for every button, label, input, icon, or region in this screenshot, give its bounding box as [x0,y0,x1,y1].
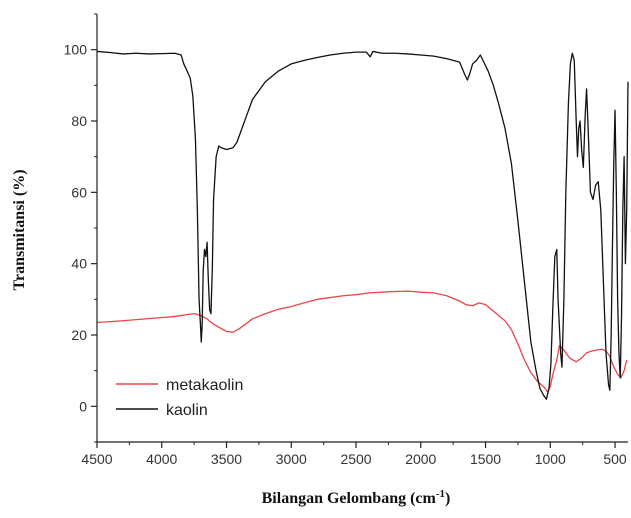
plot-area [96,50,629,400]
y-tick-label: 20 [71,327,87,343]
x-tick-label: 2500 [340,451,371,467]
series-line-kaolin [96,50,629,400]
y-tick-label: 40 [71,256,87,272]
y-tick-label: 0 [79,398,87,414]
x-axis-title-main: Bilangan Gelombang (cm [262,490,437,507]
x-tick-label: 3500 [211,451,242,467]
y-tick-label: 100 [64,42,88,58]
x-tick-label: 4500 [81,451,112,467]
legend-label-kaolin: kaolin [166,402,208,419]
x-tick-label: 1000 [535,451,566,467]
x-axis-title: Bilangan Gelombang (cm-1) [262,488,451,507]
x-tick-label: 4000 [146,451,177,467]
series-line-metakaolin [96,290,628,393]
x-tick-label: 500 [603,451,627,467]
y-axis-title: Transmitansi (%) [11,169,28,290]
legend-label-metakaolin: metakaolin [166,377,243,394]
x-tick-label: 1500 [470,451,501,467]
y-tick-label: 60 [71,184,87,200]
x-axis-title-superscript: -1 [436,488,445,500]
y-tick-label: 80 [71,113,87,129]
legend: metakaolin kaolin [116,377,243,419]
ticks: 4500 4000 3500 3000 2500 2000 1500 1000 500 0 20 40… [64,13,627,467]
x-tick-label: 3000 [276,451,307,467]
x-tick-label: 2000 [405,451,436,467]
x-axis-title-suffix: ) [445,490,450,507]
